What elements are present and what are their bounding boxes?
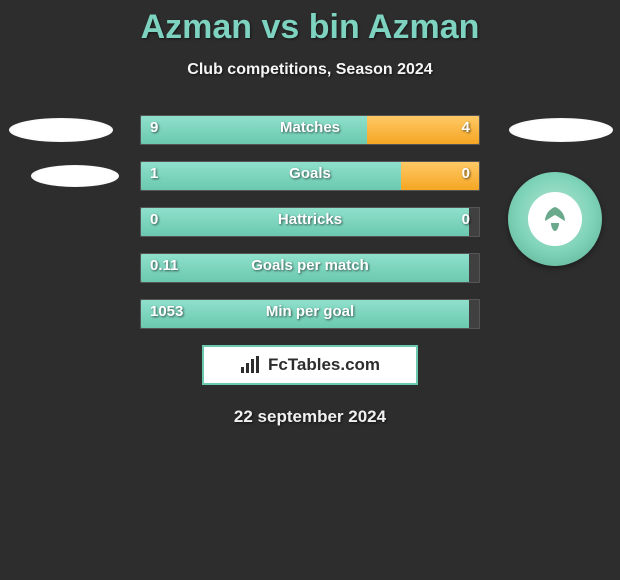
- stat-row: 1053 Min per goal: [0, 299, 620, 329]
- club-badge-inner: [528, 192, 582, 246]
- player-left-logo: [4, 115, 118, 145]
- stat-value-right: 0: [462, 165, 470, 182]
- stat-label: Goals per match: [140, 257, 480, 274]
- stat-label: Goals: [140, 165, 480, 182]
- comparison-title: Azman vs bin Azman: [0, 0, 620, 47]
- ellipse-icon: [31, 165, 119, 187]
- fctables-watermark[interactable]: FcTables.com: [202, 345, 418, 385]
- stat-row: 9 Matches 4: [0, 115, 620, 145]
- club-badge-right: [508, 172, 602, 266]
- stat-value-right: 0: [462, 211, 470, 228]
- bars-icon: [240, 356, 262, 374]
- player-left-logo: [18, 161, 132, 191]
- stat-label: Hattricks: [140, 211, 480, 228]
- stat-label: Min per goal: [140, 303, 480, 320]
- player-right-logo: [506, 115, 616, 145]
- ellipse-icon: [509, 118, 613, 142]
- fctables-label: FcTables.com: [268, 355, 380, 375]
- stat-label: Matches: [140, 119, 480, 136]
- ellipse-icon: [9, 118, 113, 142]
- comparison-subtitle: Club competitions, Season 2024: [0, 61, 620, 79]
- eagle-icon: [537, 201, 573, 237]
- snapshot-date: 22 september 2024: [0, 407, 620, 427]
- stat-row: 0.11 Goals per match: [0, 253, 620, 283]
- stat-value-right: 4: [462, 119, 470, 136]
